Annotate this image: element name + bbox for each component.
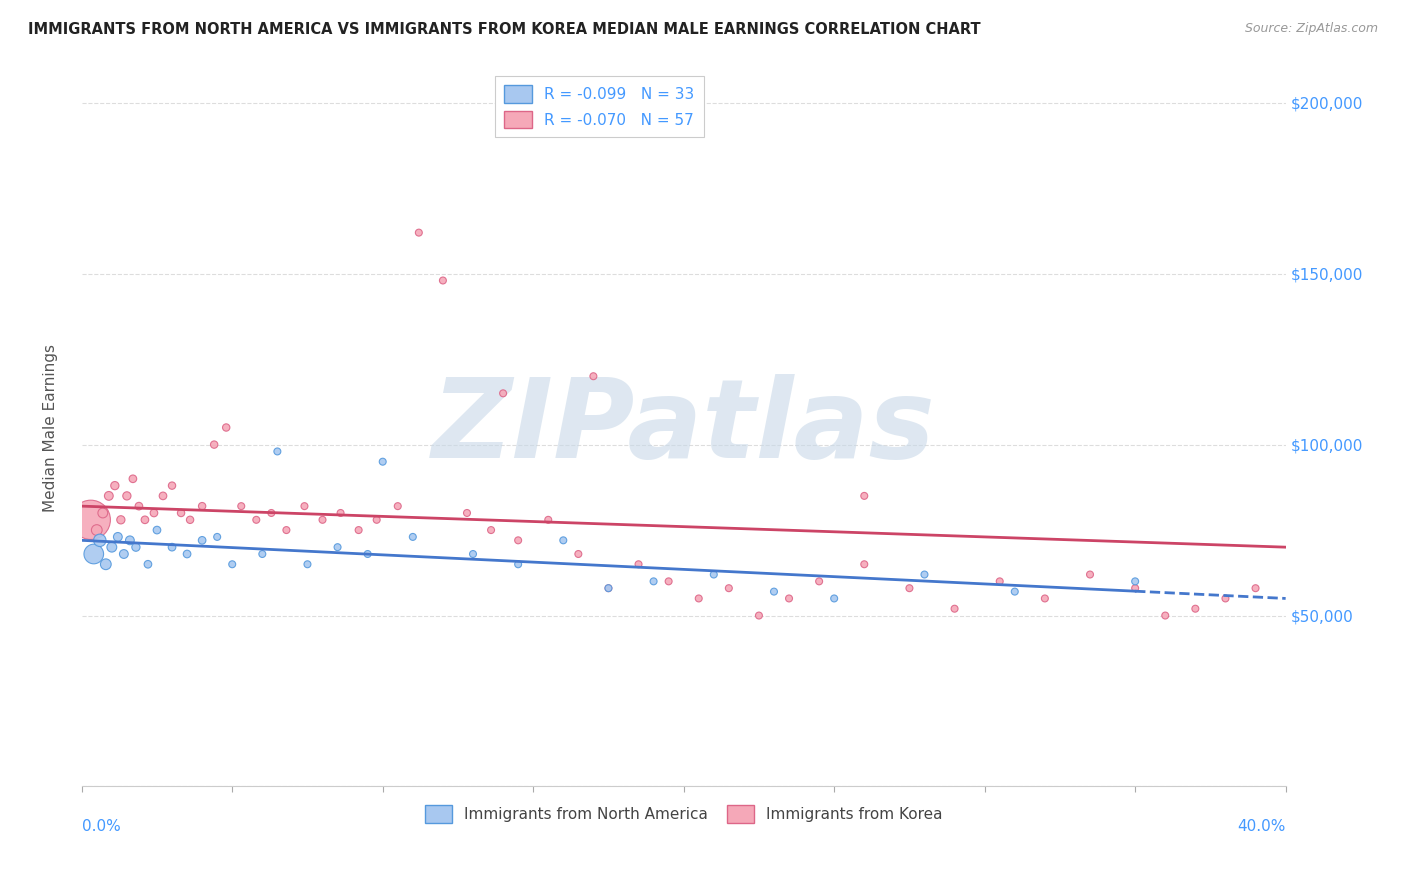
Point [115,489,138,503]
Point [988,574,1011,589]
Point [1184,601,1206,615]
Text: 40.0%: 40.0% [1237,819,1285,834]
Point [1004,584,1026,599]
Point [914,567,936,582]
Point [688,591,710,606]
Point [387,499,409,513]
Point [191,499,214,513]
Point [1123,574,1146,589]
Point [128,499,150,513]
Point [456,506,478,520]
Point [898,581,921,595]
Point [853,558,876,572]
Point [112,547,135,561]
Point [598,581,620,595]
Point [118,533,141,548]
Point [125,540,148,554]
Point [94,558,117,572]
Point [492,386,515,401]
Point [89,533,111,548]
Y-axis label: Median Male Earnings: Median Male Earnings [44,343,58,511]
Point [297,558,319,572]
Point [717,581,740,595]
Point [461,547,484,561]
Point [91,506,114,520]
Point [311,513,333,527]
Point [170,506,193,520]
Point [245,513,267,527]
Point [134,513,156,527]
Point [371,455,394,469]
Point [143,506,166,520]
Point [215,420,238,434]
Point [553,533,575,548]
Point [326,540,349,554]
Point [104,478,127,492]
Point [567,547,589,561]
Point [146,523,169,537]
Point [107,530,129,544]
Point [252,547,274,561]
Text: Source: ZipAtlas.com: Source: ZipAtlas.com [1244,22,1378,36]
Point [943,601,966,615]
Point [136,558,159,572]
Point [1154,608,1177,623]
Point [83,547,105,561]
Point [408,226,430,240]
Point [202,437,225,451]
Point [329,506,352,520]
Point [160,478,183,492]
Point [598,581,620,595]
Point [508,558,530,572]
Point [402,530,425,544]
Legend: Immigrants from North America, Immigrants from Korea: Immigrants from North America, Immigrant… [419,799,949,829]
Point [778,591,800,606]
Point [823,591,845,606]
Point [110,513,132,527]
Point [582,369,605,384]
Point [191,533,214,548]
Text: ZIPatlas: ZIPatlas [432,374,935,481]
Point [643,574,665,589]
Point [122,472,145,486]
Point [748,608,770,623]
Text: 0.0%: 0.0% [82,819,121,834]
Point [205,530,228,544]
Point [347,523,370,537]
Point [221,558,243,572]
Point [86,523,108,537]
Point [152,489,174,503]
Point [432,273,454,287]
Point [266,444,288,458]
Point [762,584,785,599]
Point [176,547,198,561]
Point [1033,591,1056,606]
Point [179,513,201,527]
Point [808,574,831,589]
Point [356,547,378,561]
Point [627,558,650,572]
Point [1215,591,1237,606]
Point [294,499,316,513]
Point [537,513,560,527]
Point [231,499,253,513]
Point [703,567,725,582]
Point [97,489,120,503]
Point [101,540,124,554]
Point [160,540,183,554]
Point [658,574,681,589]
Point [80,513,103,527]
Point [479,523,502,537]
Point [276,523,298,537]
Point [1123,581,1146,595]
Point [1244,581,1267,595]
Point [260,506,283,520]
Point [508,533,530,548]
Text: IMMIGRANTS FROM NORTH AMERICA VS IMMIGRANTS FROM KOREA MEDIAN MALE EARNINGS CORR: IMMIGRANTS FROM NORTH AMERICA VS IMMIGRA… [28,22,981,37]
Point [1078,567,1101,582]
Point [853,489,876,503]
Point [366,513,388,527]
